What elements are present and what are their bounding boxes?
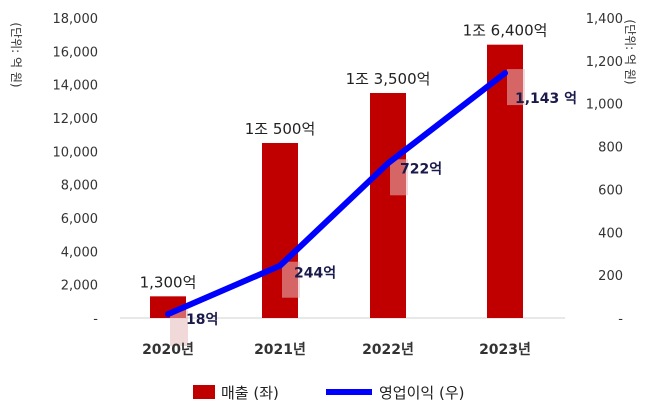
left-tick-label: 4,000: [61, 245, 98, 260]
right-tick-label: 200: [598, 269, 623, 284]
profit-data-label: 18억: [186, 312, 218, 328]
legend-swatch-revenue: [193, 385, 215, 399]
profit-data-label: 722억: [400, 161, 442, 177]
right-tick-label: 800: [598, 141, 623, 156]
right-tick-label: 1,000: [586, 98, 623, 113]
right-axis: - 200 400 600 800 1,000 1,200 1,400: [586, 12, 624, 327]
x-tick-label: 2022년: [362, 342, 414, 358]
profit-data-label: 1,143 억: [515, 91, 577, 107]
left-tick-label: 12,000: [53, 112, 99, 127]
right-tick-label: -: [618, 312, 623, 327]
operating-profit-line: [165, 69, 525, 347]
revenue-data-label: 1조 6,400억: [463, 22, 548, 40]
legend-label-revenue: 매출 (좌): [221, 384, 279, 402]
x-tick-label: 2023년: [479, 342, 531, 358]
profit-data-labels: 18억 244억 722억 1,143 억: [186, 91, 577, 328]
revenue-data-labels: 1,300억 1조 500억 1조 3,500억 1조 6,400억: [140, 22, 548, 292]
left-tick-label: 16,000: [53, 45, 99, 60]
profit-data-label: 244억: [294, 266, 336, 282]
profit-label-highlight: [170, 310, 188, 347]
left-axis-unit-label: (단위: 억 원): [9, 22, 23, 87]
revenue-data-label: 1조 3,500억: [346, 70, 431, 88]
left-tick-label: 8,000: [61, 179, 98, 194]
profit-label-highlight: [282, 261, 300, 298]
x-axis-labels: 2020년 2021년 2022년 2023년: [142, 342, 531, 358]
revenue-bar: [370, 93, 406, 318]
profit-line-path: [165, 70, 508, 318]
right-tick-label: 1,200: [586, 55, 623, 70]
left-axis: - 2,000 4,000 6,000 8,000 10,000 12,000 14,000 1…: [53, 12, 99, 327]
right-tick-label: 400: [598, 226, 623, 241]
right-tick-label: 600: [598, 183, 623, 198]
left-tick-label: -: [93, 312, 98, 327]
legend-label-profit: 영업이익 (우): [379, 384, 464, 402]
left-tick-label: 18,000: [53, 12, 99, 27]
x-tick-label: 2020년: [142, 342, 194, 358]
profit-label-highlight: [390, 159, 408, 196]
legend: 매출 (좌) 영업이익 (우): [193, 384, 464, 402]
left-tick-label: 2,000: [61, 279, 98, 294]
profit-label-highlight: [507, 69, 525, 106]
left-unit-text: (단위: 억 원): [9, 22, 23, 87]
revenue-data-label: 1조 500억: [245, 120, 316, 138]
left-tick-label: 14,000: [53, 79, 99, 94]
x-tick-label: 2021년: [254, 342, 306, 358]
right-tick-label: 1,400: [586, 12, 623, 27]
revenue-bars: [150, 44, 523, 319]
revenue-data-label: 1,300억: [140, 273, 197, 291]
right-unit-text: (단위: 억 원): [623, 19, 637, 84]
right-axis-unit-label: (단위: 억 원): [623, 19, 637, 84]
left-tick-label: 10,000: [53, 145, 99, 160]
left-tick-label: 6,000: [61, 212, 98, 227]
